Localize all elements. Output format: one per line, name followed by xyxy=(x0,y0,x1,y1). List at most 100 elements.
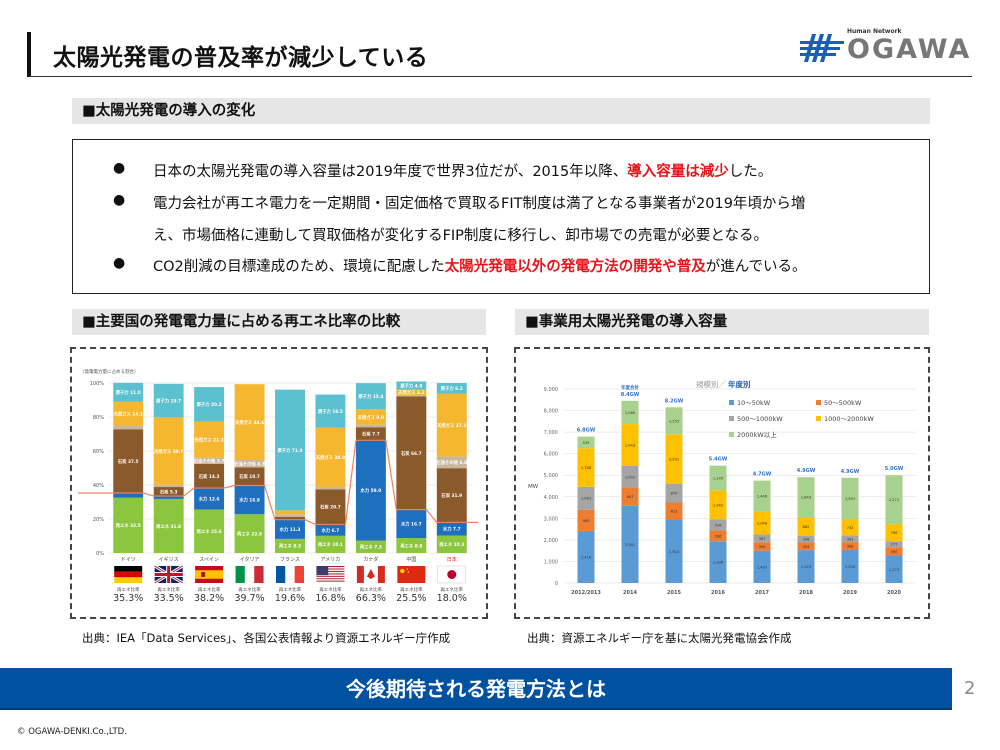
bar-segment-label: 395 xyxy=(759,545,766,549)
y-tick-label: 40% xyxy=(93,483,104,489)
bar-segment-label: 368 xyxy=(847,545,855,549)
x-tick-label: 2018 xyxy=(799,590,813,596)
bar-segment xyxy=(436,393,467,457)
bar-segment-label: 石炭 10.7 xyxy=(238,473,260,480)
bar-segment-label: 1,255 xyxy=(669,419,679,423)
renewable-ratio-line xyxy=(78,439,478,526)
ratio-caption: 再エネ比率 xyxy=(319,586,342,593)
x-tick-label: 日本 xyxy=(447,556,457,563)
y-tick-label: 60% xyxy=(93,449,104,455)
bar-segment-label: 再エネ 32.5 xyxy=(116,522,141,529)
bar-segment-label: 再エネ 22.8 xyxy=(237,530,262,537)
flag-part xyxy=(114,577,143,583)
bar-segment-label: 516 xyxy=(715,523,723,527)
bar-segment xyxy=(234,384,265,461)
bullet-text: CO2削減の目標達成のため、環境に配慮した xyxy=(153,259,445,275)
chart-box-solar-capacity: 0 1,000 2,000 3,000 4,000 5,000 6,000 7,000 8,00… xyxy=(514,347,930,619)
bar-segment-label: 506 xyxy=(715,534,723,538)
bar-segment xyxy=(753,550,771,583)
bar-segment-label: 2,291 xyxy=(669,458,679,462)
bar-segment xyxy=(436,383,467,394)
bar-segment xyxy=(396,389,427,396)
bar-segment xyxy=(194,488,225,510)
legend-label: 10〜50kW xyxy=(737,399,771,407)
bar-segment-label: 原子力 19.7 xyxy=(156,397,181,404)
bar-segment xyxy=(621,505,639,583)
bar-segment-label: 847 xyxy=(627,495,634,499)
flag-part xyxy=(316,566,345,568)
page-number: 2 xyxy=(964,678,976,699)
ratio-caption: 再エネ比率 xyxy=(360,586,383,593)
bar-segment-label: 1,843 xyxy=(801,496,811,500)
section-heading-renewable-ratio: ■主要国の発電電力量に占める再エネ比率の比較 xyxy=(72,309,486,335)
flag-part xyxy=(114,571,143,578)
bullet-dot-icon: ● xyxy=(113,255,126,271)
bar-segment xyxy=(885,555,903,583)
x-tick-label: 2015 xyxy=(667,590,681,596)
bar-segment xyxy=(315,487,346,490)
bar-segment-label: 1,937 xyxy=(845,497,855,501)
bar-segment xyxy=(841,550,859,583)
bullet-dot-icon: ● xyxy=(113,160,126,176)
bar-segment xyxy=(436,522,467,536)
bar-segment-label: 原子力 4.8 xyxy=(400,382,422,389)
bar-segment xyxy=(153,487,184,497)
bar-segment xyxy=(194,457,225,464)
ratio-caption: 再エネ比率 xyxy=(400,586,423,593)
ratio-value: 16.8% xyxy=(315,593,345,604)
bar-segment-label: 1,530 xyxy=(845,565,856,569)
bar-segment-label: 3,581 xyxy=(625,543,635,547)
bar-segment-label: 1,943 xyxy=(625,444,635,448)
x-tick-label: 2016 xyxy=(711,590,725,596)
bar-total-label: 8.2GW xyxy=(665,398,684,404)
bar-segment xyxy=(753,480,771,512)
ratio-value: 18.0% xyxy=(437,593,467,604)
bar-segment xyxy=(153,417,184,485)
bar-segment-label: 1,049 xyxy=(757,522,768,526)
bar-segment xyxy=(577,436,595,449)
bar-segment-label: 水力 11.3 xyxy=(280,526,301,533)
flag-part xyxy=(316,574,345,576)
chart-title-emph: 年度別 xyxy=(728,379,751,389)
bar-segment-label: 1,492 xyxy=(757,565,767,569)
bar-segment xyxy=(396,509,427,539)
ratio-value: 35.3% xyxy=(113,593,143,604)
logo-mark-icon xyxy=(800,34,844,62)
bar-total-label: 4.9GW xyxy=(841,469,860,475)
total-note: 年度合計 xyxy=(621,384,639,391)
x-tick-label: アメリカ xyxy=(321,557,341,563)
bullet-text: した。 xyxy=(728,164,773,180)
x-tick-label: 2012/2013 xyxy=(571,590,601,596)
renewable-ratio-chart: （発電電力量に占める割合） 0% 20% 40% 60% 80% 100% 再エネ 32.5 石… xyxy=(78,368,478,604)
bar-segment-label: 1,080 xyxy=(625,411,636,415)
bar-segment-label: 天然ガス 21.3 xyxy=(194,436,223,443)
legend-swatch xyxy=(729,400,734,405)
bar-segment-label: 石炭 20.7 xyxy=(319,504,341,511)
flag-part xyxy=(316,579,345,581)
bullet-text: が進んでいる。 xyxy=(705,259,807,275)
y-tick-label: 8,000 xyxy=(544,409,558,415)
flag-part xyxy=(235,566,245,583)
flag-part xyxy=(316,566,329,576)
bar-segment xyxy=(355,424,386,428)
bar-segment-label: 1,788 xyxy=(581,466,592,470)
bar-segment xyxy=(315,524,346,536)
copyright: © OGAWA-DENKI.Co.,LTD. xyxy=(17,727,127,737)
flag-part xyxy=(316,567,345,569)
y-tick-label: 5,000 xyxy=(544,473,558,479)
bar-segment-label: 再エネ 7.3 xyxy=(360,544,382,551)
y-tick-label: 1,000 xyxy=(544,559,558,565)
ratio-caption: 再エネ比率 xyxy=(238,586,261,593)
bar-segment-label: 882 xyxy=(803,525,810,529)
flag-part xyxy=(406,568,409,570)
logo-tagline: Human Network xyxy=(847,28,902,35)
legend-label: 500〜1000kW xyxy=(737,415,783,423)
bar-segment-label: 再エネ 8.3 xyxy=(279,543,301,550)
flag-part xyxy=(195,570,224,579)
flag-ca-icon xyxy=(356,566,385,583)
bar-segment xyxy=(275,389,305,511)
bar-segment xyxy=(665,483,683,503)
bar-segment-label: 石油その他 6.8 xyxy=(435,459,467,466)
x-tick-label: フランス xyxy=(280,557,300,563)
bar-segment-label: 天然ガス 14.1 xyxy=(114,410,143,417)
